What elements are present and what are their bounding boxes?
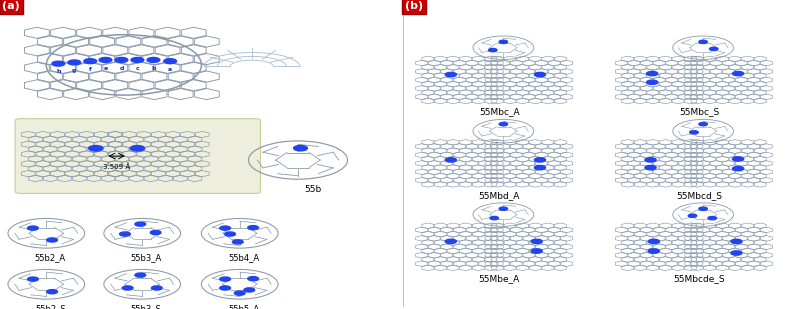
- Circle shape: [84, 59, 97, 64]
- Text: c: c: [136, 66, 139, 70]
- Circle shape: [535, 166, 546, 170]
- Circle shape: [531, 239, 543, 243]
- Circle shape: [234, 291, 245, 295]
- Circle shape: [115, 57, 128, 62]
- Circle shape: [131, 57, 144, 62]
- Text: e: e: [103, 66, 108, 70]
- Circle shape: [293, 146, 308, 151]
- Circle shape: [690, 131, 698, 134]
- Circle shape: [488, 49, 497, 52]
- Text: 55b2_A: 55b2_A: [35, 253, 66, 262]
- Text: g: g: [72, 68, 77, 73]
- Circle shape: [731, 239, 742, 243]
- Text: 55b4_A: 55b4_A: [229, 253, 259, 262]
- Circle shape: [499, 207, 507, 210]
- Circle shape: [220, 226, 230, 230]
- Circle shape: [220, 277, 230, 281]
- Text: f: f: [89, 67, 92, 72]
- Circle shape: [225, 232, 236, 236]
- Circle shape: [147, 57, 160, 62]
- Circle shape: [99, 57, 112, 62]
- Circle shape: [135, 222, 145, 226]
- Text: 55Mbe_A: 55Mbe_A: [479, 274, 520, 283]
- Text: 55Mbcde_S: 55Mbcde_S: [674, 274, 725, 283]
- Circle shape: [731, 251, 742, 255]
- Circle shape: [646, 71, 658, 76]
- Circle shape: [27, 226, 38, 230]
- Circle shape: [490, 217, 499, 220]
- Text: 55Mbcd_S: 55Mbcd_S: [676, 191, 722, 200]
- Circle shape: [120, 232, 130, 236]
- Text: 55b: 55b: [304, 185, 321, 194]
- Circle shape: [220, 286, 230, 290]
- Circle shape: [445, 72, 456, 77]
- Text: d: d: [119, 66, 124, 70]
- Text: h: h: [56, 69, 61, 74]
- Text: a: a: [168, 67, 173, 72]
- Circle shape: [733, 71, 744, 76]
- FancyBboxPatch shape: [15, 119, 260, 193]
- Circle shape: [152, 286, 162, 290]
- Circle shape: [648, 239, 659, 243]
- Circle shape: [535, 72, 546, 77]
- Circle shape: [89, 146, 103, 151]
- Circle shape: [130, 146, 145, 151]
- Circle shape: [699, 40, 707, 44]
- Circle shape: [645, 158, 656, 162]
- Text: (b): (b): [405, 1, 423, 11]
- Text: 3.509 Å: 3.509 Å: [103, 163, 130, 170]
- Circle shape: [710, 47, 718, 51]
- Circle shape: [688, 214, 697, 218]
- Text: b: b: [151, 66, 156, 70]
- Circle shape: [122, 286, 133, 290]
- Circle shape: [150, 231, 161, 235]
- Circle shape: [733, 167, 744, 171]
- Text: 55b3_S: 55b3_S: [131, 304, 161, 309]
- Text: 55b2_S: 55b2_S: [35, 304, 66, 309]
- Circle shape: [535, 158, 546, 162]
- Circle shape: [699, 207, 707, 210]
- Circle shape: [248, 226, 259, 230]
- Circle shape: [733, 157, 744, 161]
- Circle shape: [68, 60, 81, 65]
- Text: (a): (a): [2, 1, 20, 11]
- Text: 55Mbc_S: 55Mbc_S: [679, 107, 719, 116]
- Circle shape: [531, 249, 543, 253]
- Text: 55Mbd_A: 55Mbd_A: [479, 191, 520, 200]
- Circle shape: [52, 61, 65, 66]
- Circle shape: [46, 290, 58, 294]
- Circle shape: [248, 277, 259, 281]
- Circle shape: [648, 249, 659, 253]
- Circle shape: [646, 80, 658, 84]
- Circle shape: [699, 122, 707, 126]
- Circle shape: [708, 217, 717, 220]
- Circle shape: [135, 273, 145, 277]
- Circle shape: [499, 40, 507, 44]
- Circle shape: [445, 239, 456, 243]
- Circle shape: [164, 59, 177, 64]
- Text: 55Mbc_A: 55Mbc_A: [479, 107, 519, 116]
- Text: 55b3_A: 55b3_A: [130, 253, 162, 262]
- Circle shape: [244, 288, 255, 292]
- Circle shape: [233, 240, 243, 244]
- Circle shape: [27, 277, 38, 281]
- Circle shape: [645, 166, 656, 170]
- Text: 55b5_A: 55b5_A: [229, 304, 259, 309]
- Circle shape: [445, 158, 456, 162]
- Circle shape: [499, 122, 507, 126]
- Circle shape: [46, 238, 58, 242]
